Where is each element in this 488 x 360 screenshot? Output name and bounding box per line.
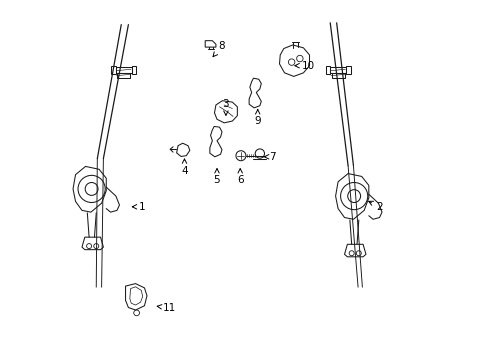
Text: 9: 9 [254, 109, 261, 126]
Text: 1: 1 [132, 202, 145, 212]
Text: 11: 11 [157, 303, 176, 313]
Text: 7: 7 [264, 152, 276, 162]
Text: 5: 5 [213, 168, 220, 185]
Text: 4: 4 [181, 159, 187, 176]
Text: 6: 6 [236, 168, 243, 185]
Text: 10: 10 [294, 61, 314, 71]
Text: 2: 2 [368, 201, 383, 212]
Text: 3: 3 [222, 99, 229, 115]
Text: 8: 8 [213, 41, 224, 57]
